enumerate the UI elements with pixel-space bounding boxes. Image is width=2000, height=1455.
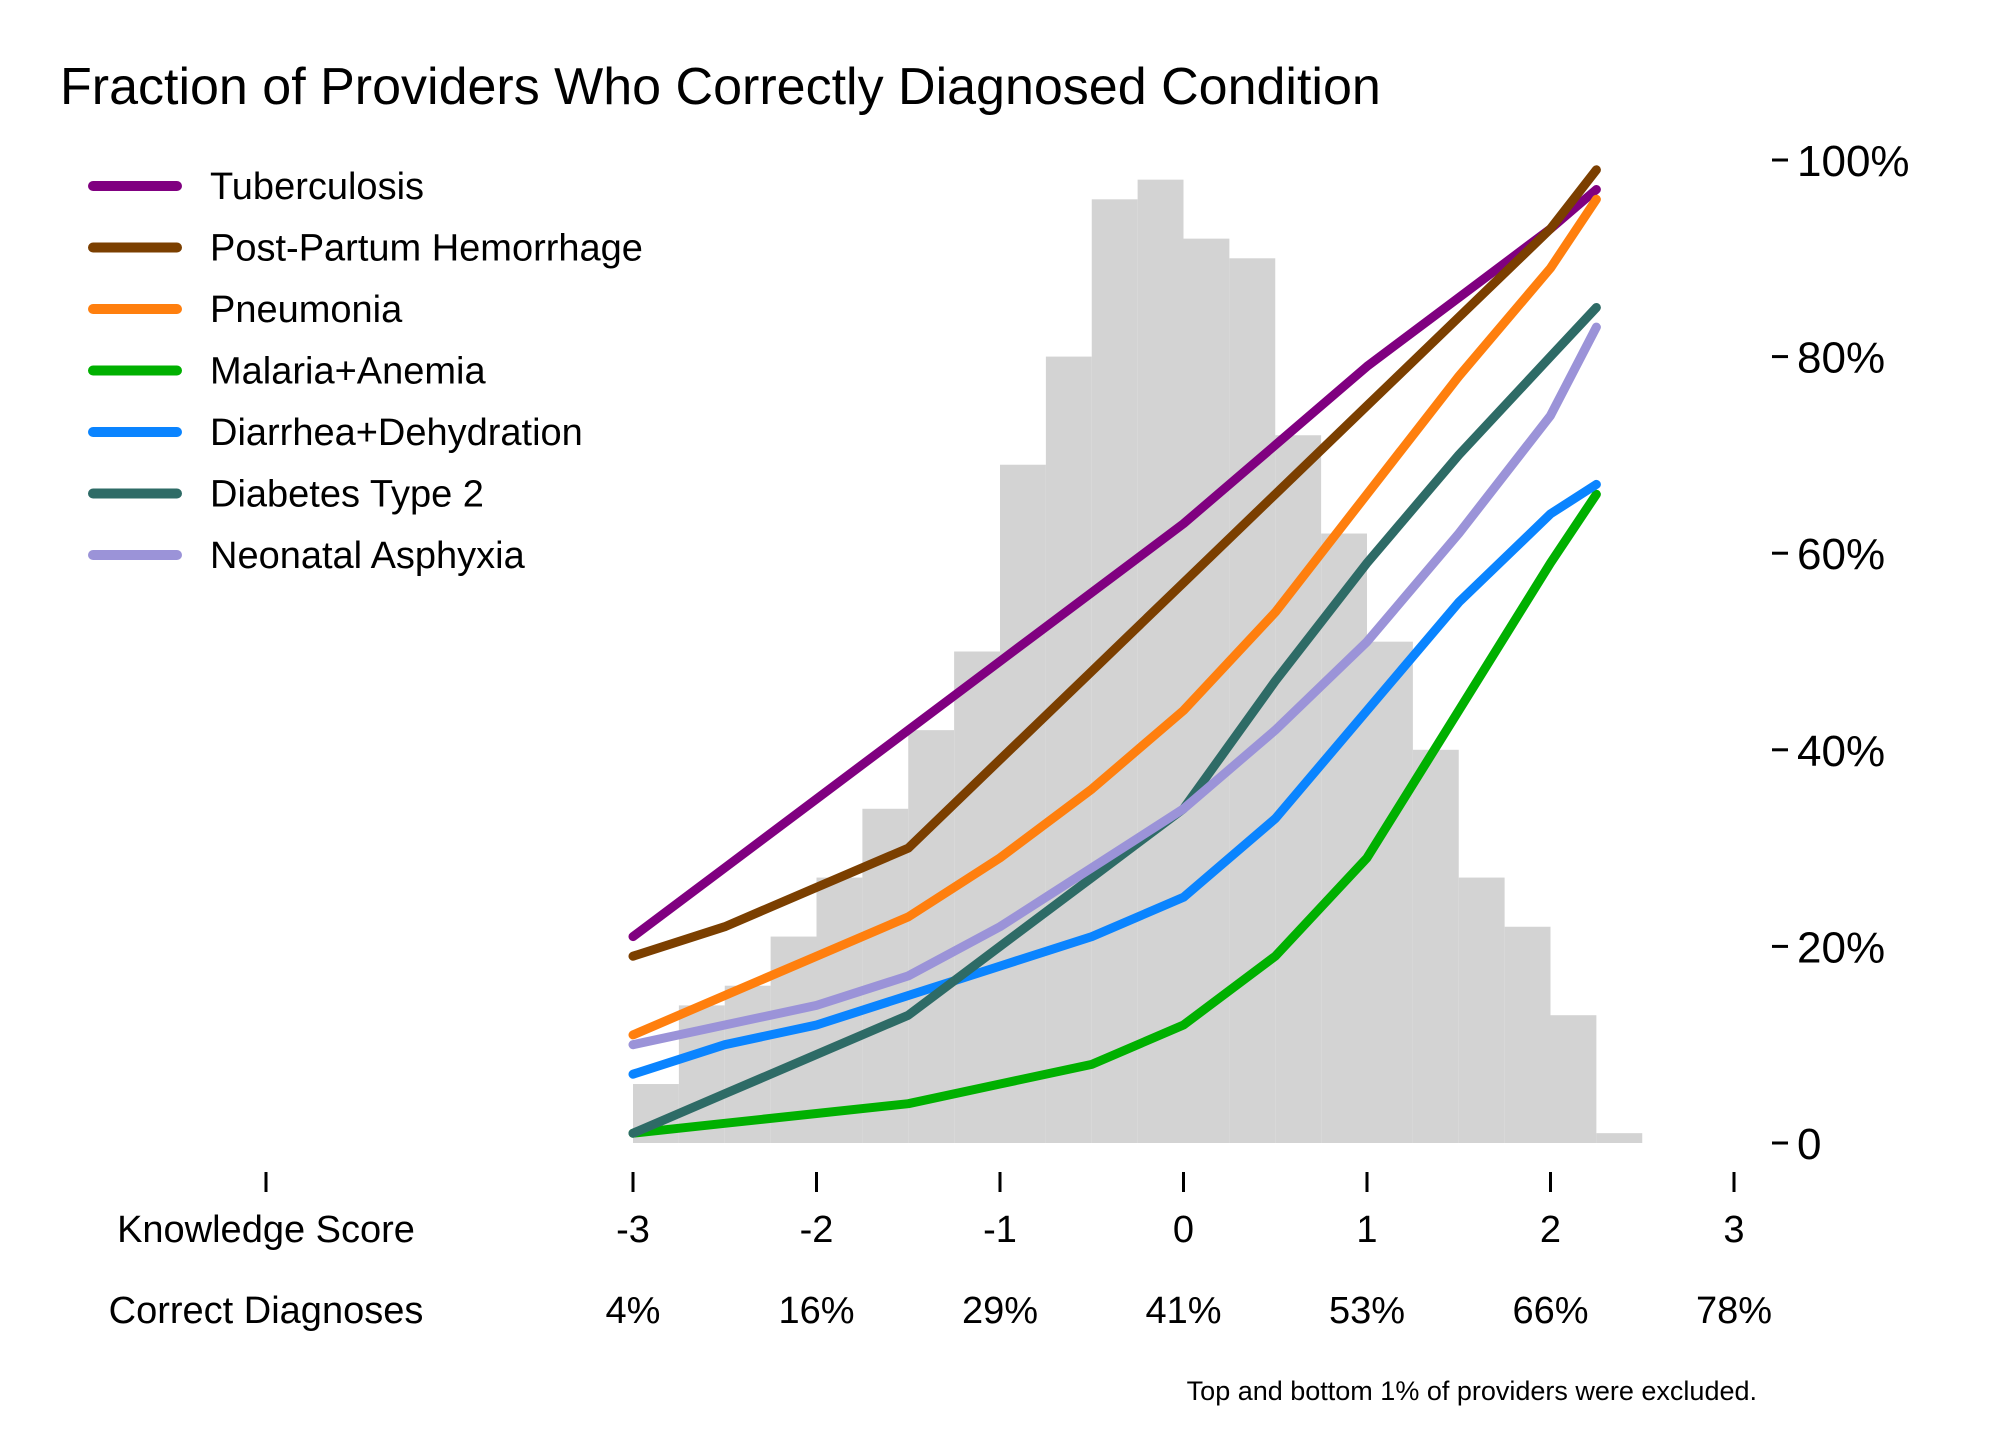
x-tick-label: 2 [1540, 1209, 1561, 1251]
legend-label: Pneumonia [210, 289, 403, 331]
legend-label: Post-Partum Hemorrhage [210, 228, 643, 270]
histogram-bar [1229, 258, 1276, 1143]
y-tick-label: 60% [1797, 530, 1885, 579]
histogram-bar [954, 651, 1000, 1143]
legend-label: Diabetes Type 2 [210, 474, 484, 516]
x-tick-label: -1 [983, 1209, 1017, 1251]
histogram-bar [1412, 749, 1459, 1143]
series-line-pneumonia [628, 194, 1601, 1040]
chart-title: Fraction of Providers Who Correctly Diag… [60, 58, 1381, 116]
y-tick-label: 0 [1797, 1120, 1821, 1169]
x-tick-label: -3 [616, 1209, 650, 1251]
legend-label: Tuberculosis [210, 166, 424, 208]
x-axis: Knowledge Score Correct Diagnoses -3 4% -2… [109, 1172, 1772, 1332]
secondary-tick-label: 4% [606, 1290, 661, 1332]
histogram-bar [1458, 877, 1505, 1143]
secondary-tick-label: 66% [1512, 1290, 1588, 1332]
histogram-bar [1045, 356, 1092, 1144]
secondary-tick-label: 78% [1696, 1290, 1772, 1332]
footnote: Top and bottom 1% of providers were excl… [1187, 1376, 1757, 1406]
legend: Tuberculosis Post-Partum Hemorrhage Pneumo… [88, 166, 643, 577]
series-lines [628, 165, 1601, 1138]
legend-label: Diarrhea+Dehydration [210, 412, 583, 454]
legend-label: Malaria+Anemia [210, 351, 486, 393]
histogram-bar [1000, 464, 1046, 1144]
y-tick-label: 40% [1797, 727, 1885, 776]
histogram-bar [1596, 1133, 1643, 1143]
legend-label: Neonatal Asphyxia [210, 535, 526, 577]
series-line-neonatal-asphyxia [628, 322, 1601, 1050]
y-tick-label: 100% [1797, 137, 1910, 186]
secondary-axis-title: Correct Diagnoses [109, 1290, 424, 1332]
histogram-bar [1367, 641, 1413, 1143]
y-tick-label: 80% [1797, 334, 1885, 383]
x-tick-label: -2 [800, 1209, 834, 1251]
secondary-tick-label: 29% [962, 1290, 1038, 1332]
series-line-diarrhea-dehydration [628, 479, 1601, 1079]
secondary-tick-label: 41% [1145, 1290, 1221, 1332]
histogram-bar [1137, 179, 1184, 1143]
x-tick-label: 1 [1356, 1209, 1377, 1251]
x-tick-label: 0 [1173, 1209, 1194, 1251]
series-line-tuberculosis [628, 185, 1601, 942]
y-axis: 0 20% 40% 60% 80% 100% [1772, 137, 1910, 1169]
series-line-post-partum-hemorrhage [628, 165, 1601, 961]
x-axis-title: Knowledge Score [117, 1209, 415, 1251]
y-tick-label: 20% [1797, 923, 1885, 972]
series-line-malaria-anemia [628, 489, 1601, 1138]
histogram-bar [1091, 199, 1138, 1143]
histogram-bar [1321, 533, 1367, 1143]
histogram-bar [908, 730, 955, 1143]
histogram-bar [1504, 926, 1551, 1143]
secondary-tick-label: 16% [778, 1290, 854, 1332]
histogram-bar [1550, 1015, 1597, 1143]
secondary-tick-label: 53% [1329, 1290, 1405, 1332]
x-tick-label: 3 [1723, 1209, 1744, 1251]
